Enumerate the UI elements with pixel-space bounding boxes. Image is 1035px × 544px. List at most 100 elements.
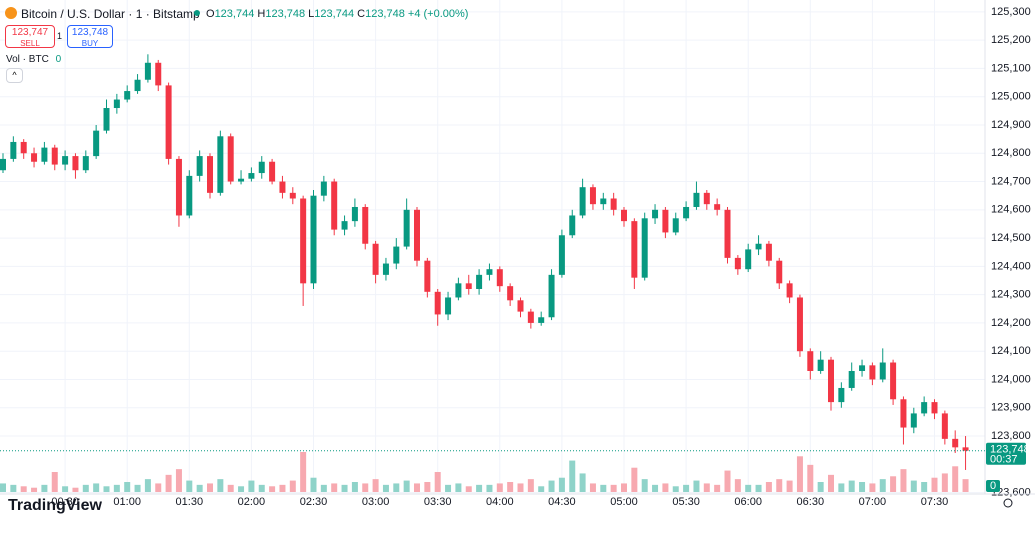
volume-bar (217, 479, 224, 492)
candle-body (93, 130, 100, 157)
candle-body (362, 206, 369, 244)
candle-body (372, 243, 379, 275)
symbol-title[interactable]: Bitcoin / U.S. Dollar · 1 · Bitstamp (21, 7, 200, 21)
x-tick-label: 02:00 (238, 496, 266, 508)
y-tick-label: 124,600 (991, 204, 1031, 216)
volume-bar (765, 482, 772, 492)
volume-bar (207, 483, 213, 492)
candle-body (786, 283, 793, 298)
volume-bar (258, 484, 265, 492)
candle-body (496, 269, 503, 287)
ohlc-legend: O123,744 H123,748 L123,744 C123,748 +4 (… (206, 8, 468, 20)
candle-body (610, 198, 617, 210)
volume-bar (465, 486, 472, 492)
volume-bar (724, 470, 731, 492)
candle-body (662, 209, 669, 233)
volume-bar (279, 484, 286, 492)
x-tick-label: 06:30 (797, 496, 825, 508)
x-tick-label: 00:30 (51, 496, 79, 508)
volume-bar (486, 484, 493, 492)
volume-axis-label: 0 (990, 480, 996, 492)
y-tick-label: 124,700 (991, 175, 1031, 187)
last-price-tag (986, 442, 1026, 465)
volume-bar (548, 480, 555, 492)
candle-body (351, 206, 358, 222)
volume-bar (879, 479, 886, 492)
y-tick-label: 125,100 (991, 62, 1031, 74)
candle-body (341, 221, 348, 230)
collapse-button[interactable]: ^ (6, 68, 23, 83)
candle-body (320, 181, 327, 196)
x-tick-label: 01:00 (113, 496, 141, 508)
candle-body (879, 362, 886, 380)
y-tick-label: 124,100 (991, 345, 1031, 357)
volume-bar (72, 487, 79, 492)
volume-bar (621, 483, 627, 492)
candle-body (569, 215, 576, 236)
volume-bar (662, 483, 669, 492)
candle-body (931, 402, 938, 414)
x-tick-label: 06:00 (734, 496, 762, 508)
y-tick-label: 125,000 (991, 91, 1031, 103)
candle-body (796, 297, 803, 352)
y-tick-label: 123,800 (991, 430, 1031, 442)
candle-body (465, 283, 472, 289)
candle-body (207, 156, 213, 193)
volume-bar (31, 487, 38, 492)
candle-body (248, 173, 255, 179)
candle-body (144, 62, 151, 80)
candle-body (683, 206, 690, 219)
candle-body (600, 198, 607, 205)
buy-label: BUY (81, 39, 99, 48)
o-value: 123,744 (214, 8, 255, 20)
sell-button[interactable]: 123,747 SELL (5, 25, 55, 48)
volume-bar (93, 483, 100, 492)
candle-body (962, 447, 969, 451)
candle-body (124, 91, 131, 100)
volume-bar (631, 467, 638, 492)
candle-body (31, 153, 38, 162)
candle-body (869, 365, 876, 380)
volume-bar (941, 473, 948, 492)
volume-bar (538, 486, 545, 492)
candle-body (414, 209, 420, 261)
candle-body (558, 235, 565, 275)
x-tick-label: 04:00 (486, 496, 514, 508)
candle-body (258, 161, 265, 174)
candle-body (238, 178, 245, 182)
y-tick-label: 124,200 (991, 317, 1031, 329)
candle-body (455, 283, 462, 298)
volume-bar (155, 483, 162, 492)
candle-body (0, 158, 6, 171)
volume-bar (320, 484, 327, 492)
candle-body (621, 209, 627, 222)
volume-bar (703, 483, 710, 492)
candle-body (20, 141, 27, 154)
volume-bar (248, 480, 255, 492)
y-tick-label: 124,500 (991, 232, 1031, 244)
candle-body (579, 187, 586, 216)
candle-body (476, 274, 483, 289)
candle-body (62, 156, 69, 165)
buy-price: 123,748 (71, 27, 109, 38)
volume-bar (610, 484, 617, 492)
l-value: 123,744 (314, 8, 355, 20)
volume-bar (786, 480, 793, 492)
volume-bar (331, 483, 338, 492)
candle-body (51, 147, 58, 165)
coin-icon (5, 7, 17, 19)
volume-bar (434, 472, 441, 492)
candle-body (165, 85, 172, 159)
volume-bar (569, 460, 576, 492)
y-tick-label: 124,300 (991, 289, 1031, 301)
volume-bar (652, 484, 659, 492)
candle-body (693, 192, 700, 207)
volume-bar (238, 486, 245, 492)
h-value: 123,748 (265, 8, 306, 20)
y-tick-label: 124,000 (991, 373, 1031, 385)
candle-body (196, 156, 203, 176)
buy-button[interactable]: 123,748 BUY (67, 25, 113, 48)
volume-bar (186, 480, 193, 492)
candle-body (382, 263, 389, 275)
candle-body (734, 257, 741, 270)
